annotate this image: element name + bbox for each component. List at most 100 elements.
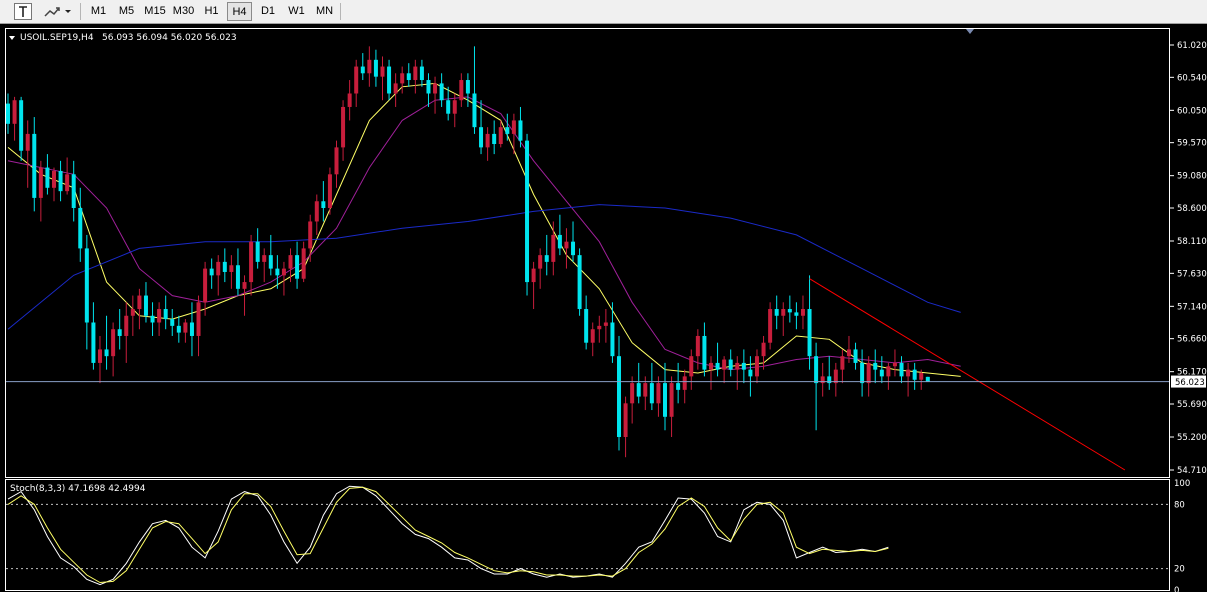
candle-body [498, 127, 503, 145]
chart-toolbar: M1 M5 M15 M30 H1 H4 D1 W1 MN [0, 0, 1207, 24]
moving-average-line-3 [7, 204, 961, 330]
candle-body [892, 362, 897, 367]
chart-canvas[interactable]: 56.023 61.020 60.540 60.050 59.570 59.080 58.… [0, 24, 1207, 592]
symbol-title: USOIL.SEP19,H4 [20, 33, 94, 43]
candle-body [511, 120, 516, 134]
candle-body [525, 140, 530, 283]
candle-body [682, 376, 687, 390]
price-tick-label: 59.570 [1177, 139, 1207, 149]
candle-body [800, 309, 805, 316]
candle-body [912, 369, 917, 380]
candle-body [794, 312, 799, 316]
moving-average-line-1 [7, 82, 961, 377]
candle-body [12, 100, 17, 124]
candle-body [341, 106, 346, 148]
candle-body [676, 383, 681, 390]
candle-body [262, 255, 267, 262]
price-tick-label: 60.050 [1177, 106, 1207, 116]
candle-body [735, 362, 740, 370]
candle-body [617, 356, 622, 437]
timeframe-button-h4[interactable]: H4 [227, 2, 252, 21]
trendline-layer[interactable] [809, 278, 1126, 471]
candle-body [413, 66, 418, 81]
timeframe-button-d1[interactable]: D1 [260, 5, 276, 17]
text-tool-icon[interactable] [14, 3, 32, 20]
timeframe-button-h1[interactable]: H1 [204, 5, 219, 17]
candle-body [360, 66, 365, 74]
candle-body [321, 201, 326, 208]
candle-layer [6, 46, 930, 458]
candle-body [25, 133, 30, 151]
price-tick-label: 56.660 [1177, 335, 1207, 345]
stoch-tick-label: 80 [1174, 500, 1185, 510]
candle-body [426, 80, 431, 94]
candle-body [268, 255, 273, 269]
candle-body [768, 309, 773, 343]
candle-body [584, 309, 589, 343]
price-tick-label: 61.020 [1177, 41, 1207, 51]
candle-body [183, 322, 188, 333]
timeframe-button-m15[interactable]: M15 [144, 5, 166, 17]
candle-body [6, 103, 10, 124]
candle-body [807, 309, 812, 357]
candle-body [492, 133, 497, 145]
candle-body [157, 309, 162, 323]
stoch-tick-label: 0 [1174, 586, 1179, 592]
candle-body [754, 356, 759, 377]
candle-body [137, 295, 142, 310]
candle-body [439, 83, 444, 101]
candle-body [446, 100, 451, 114]
candle-body [485, 133, 490, 148]
candle-body [879, 369, 884, 377]
candle-body [295, 255, 300, 279]
price-tick-label: 58.600 [1177, 204, 1207, 214]
collapse-triangle-icon[interactable] [9, 36, 15, 40]
candle-body [728, 359, 733, 370]
candle-body [472, 93, 477, 128]
price-tick-label: 60.540 [1177, 73, 1207, 83]
candle-body [899, 362, 904, 377]
candle-body [84, 248, 89, 323]
candle-body [906, 369, 911, 377]
candle-body [281, 268, 286, 276]
timeframe-button-m30[interactable]: M30 [172, 5, 195, 17]
candle-body [840, 356, 845, 370]
timeframe-button-m1[interactable]: M1 [90, 5, 107, 17]
stoch-line-1 [7, 485, 889, 586]
candle-body [597, 325, 602, 330]
price-tick-label: 55.200 [1177, 433, 1207, 443]
candle-body [51, 170, 56, 188]
candle-body [708, 362, 713, 370]
timeframe-button-w1[interactable]: W1 [288, 5, 305, 17]
candle-body [518, 120, 523, 141]
stoch-line-2 [7, 486, 889, 584]
arrows-tool-icon[interactable] [42, 3, 62, 20]
candle-body [781, 309, 786, 316]
chart-shift-marker-icon[interactable] [966, 29, 974, 34]
candle-body [367, 59, 372, 74]
candle-body [419, 66, 424, 81]
candle-body [925, 376, 930, 382]
timeframe-button-mn[interactable]: MN [315, 5, 334, 17]
candle-body [196, 302, 201, 336]
candle-body [853, 349, 858, 363]
candle-body [623, 403, 628, 437]
price-tick-label: 55.690 [1177, 400, 1207, 410]
candle-body [19, 100, 24, 151]
candle-body [715, 362, 720, 370]
candle-body [564, 241, 569, 249]
candle-body [722, 359, 727, 370]
candle-body [873, 362, 878, 370]
candle-body [400, 73, 405, 84]
candle-body [557, 234, 562, 249]
main-panel-frame [5, 28, 1170, 478]
timeframe-button-m5[interactable]: M5 [118, 5, 135, 17]
candle-body [538, 255, 543, 269]
dropdown-arrow-icon[interactable] [63, 3, 73, 20]
candle-body [748, 369, 753, 377]
resistance-trendline[interactable] [809, 278, 1126, 471]
candle-body [695, 335, 700, 357]
candle-body [334, 147, 339, 175]
price-tick-label: 59.080 [1177, 172, 1207, 182]
candle-body [150, 315, 155, 323]
